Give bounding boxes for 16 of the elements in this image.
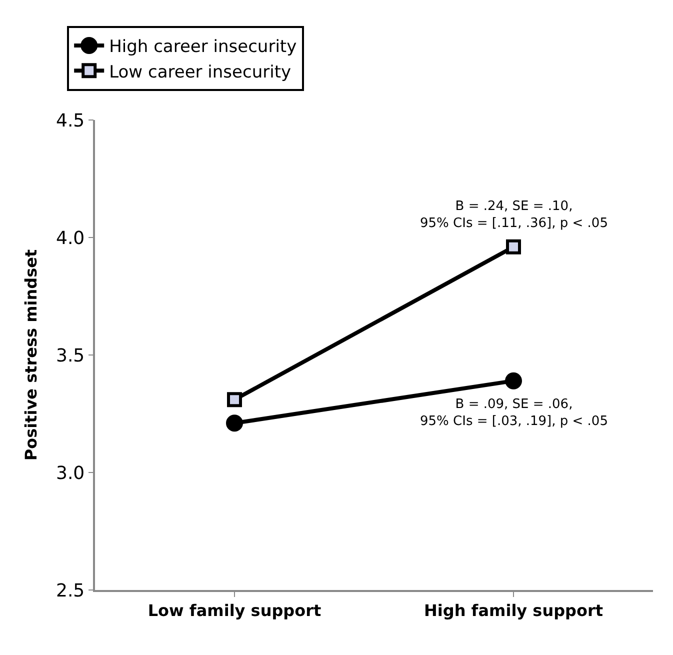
x-tick-label: Low family support	[148, 600, 322, 620]
y-tick-label: 4.5	[56, 110, 85, 132]
y-axis-title: Positive stress mindset	[21, 249, 40, 461]
point	[506, 239, 521, 254]
x-tick-label: High family support	[424, 600, 604, 620]
y-tick-label: 2.5	[56, 580, 85, 602]
annotation: B = .09, SE = .06, 95% CIs = [.03, .19], p < .05	[420, 397, 608, 429]
legend-label: High career insecurity	[109, 37, 297, 58]
point	[227, 392, 242, 408]
annotation: B = .24, SE = .10, 95% CIs = [.11, .36], p < .05	[420, 199, 608, 231]
legend-label: Low career insecurity	[109, 62, 292, 82]
y-tick-label: 4.0	[56, 228, 85, 249]
point	[505, 372, 522, 390]
y-tick-label: 3.5	[56, 345, 85, 366]
point	[226, 414, 243, 432]
y-tick-label: 3.0	[56, 462, 85, 484]
